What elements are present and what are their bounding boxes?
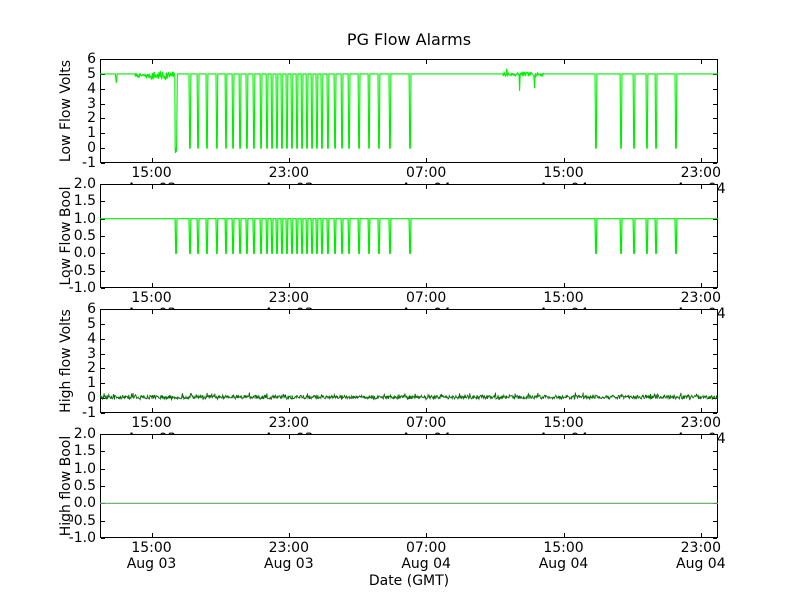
- y-tick-label: 1.0: [73, 461, 96, 477]
- y-tick-label: 0: [87, 390, 96, 406]
- x-tick-time-label: 23:00: [268, 540, 309, 556]
- y-tick-label: 1.5: [73, 193, 96, 209]
- y-tick-label: 4: [87, 81, 96, 97]
- x-tick-time-label: 15:00: [543, 290, 584, 306]
- x-tick-time-label: 15:00: [131, 415, 172, 431]
- y-tick-label: 3: [87, 346, 96, 362]
- y-tick-label: 0.5: [73, 478, 96, 494]
- y-tick-label: 1.5: [73, 443, 96, 459]
- x-tick-time-label: 23:00: [680, 540, 721, 556]
- x-tick-time-label: 07:00: [405, 165, 447, 181]
- y-tick-label: 4: [87, 331, 96, 347]
- x-tick-time-label: 15:00: [131, 540, 172, 556]
- x-tick-time-label: 23:00: [680, 415, 721, 431]
- x-tick-time-label: 07:00: [405, 415, 447, 431]
- y-tick-label: 1: [87, 375, 96, 391]
- low-flow-volts-line: [100, 68, 718, 153]
- y-tick-label: 5: [87, 316, 96, 332]
- y-tick-label: -0.5: [68, 263, 96, 279]
- subplot-3-frame: [100, 309, 718, 413]
- y-tick-label: 3: [87, 96, 96, 112]
- subplot-4-frame: [100, 434, 718, 538]
- y-tick-label: 0.0: [73, 495, 96, 511]
- y-tick-label: 2: [87, 360, 96, 376]
- x-tick-time-label: 15:00: [131, 165, 172, 181]
- y-tick-label: 6: [87, 301, 96, 317]
- x-tick-time-label: 15:00: [543, 165, 584, 181]
- subplot-4-ylabel: High flow Bool: [58, 435, 74, 537]
- x-tick-time-label: 15:00: [543, 540, 584, 556]
- low-flow-bool-line: [100, 218, 718, 254]
- x-tick-time-label: 15:00: [543, 415, 584, 431]
- x-tick-date-label: Aug 03: [126, 556, 177, 572]
- x-tick-time-label: 23:00: [680, 290, 721, 306]
- y-tick-label: 0.5: [73, 228, 96, 244]
- figure-title: PG Flow Alarms: [346, 30, 472, 49]
- subplot-2-ylabel: Low Flow Bool: [58, 186, 74, 286]
- x-tick-time-label: 07:00: [405, 540, 447, 556]
- y-tick-label: -1.0: [68, 280, 96, 296]
- y-tick-label: 0: [87, 140, 96, 156]
- subplot-3-ylabel: High flow Volts: [58, 309, 74, 413]
- x-tick-time-label: 15:00: [131, 290, 172, 306]
- y-tick-label: -0.5: [68, 513, 96, 529]
- y-tick-label: 2.0: [73, 426, 96, 442]
- y-tick-label: 2: [87, 110, 96, 126]
- x-tick-time-label: 23:00: [268, 290, 309, 306]
- y-tick-label: 1.0: [73, 211, 96, 227]
- x-axis-label: Date (GMT): [368, 573, 450, 589]
- x-tick-date-label: Aug 03: [264, 556, 314, 572]
- subplot-1-ylabel: Low Flow Volts: [58, 59, 74, 163]
- x-tick-date-label: Aug 04: [676, 556, 726, 572]
- y-tick-label: 6: [87, 51, 96, 67]
- high-flow-volts-line: [99, 392, 718, 402]
- x-tick-time-label: 23:00: [680, 165, 721, 181]
- x-tick-date-label: Aug 04: [538, 556, 589, 572]
- y-tick-label: 5: [87, 66, 96, 82]
- y-tick-label: -1: [82, 155, 96, 171]
- y-tick-label: -1.0: [68, 530, 96, 546]
- y-tick-label: -1: [82, 405, 96, 421]
- y-tick-label: 1: [87, 125, 96, 141]
- y-tick-label: 2.0: [73, 176, 96, 192]
- x-tick-time-label: 23:00: [268, 165, 309, 181]
- x-tick-date-label: Aug 04: [401, 556, 451, 572]
- x-tick-time-label: 07:00: [405, 290, 447, 306]
- y-tick-label: 0.0: [73, 245, 96, 261]
- x-tick-time-label: 23:00: [268, 415, 309, 431]
